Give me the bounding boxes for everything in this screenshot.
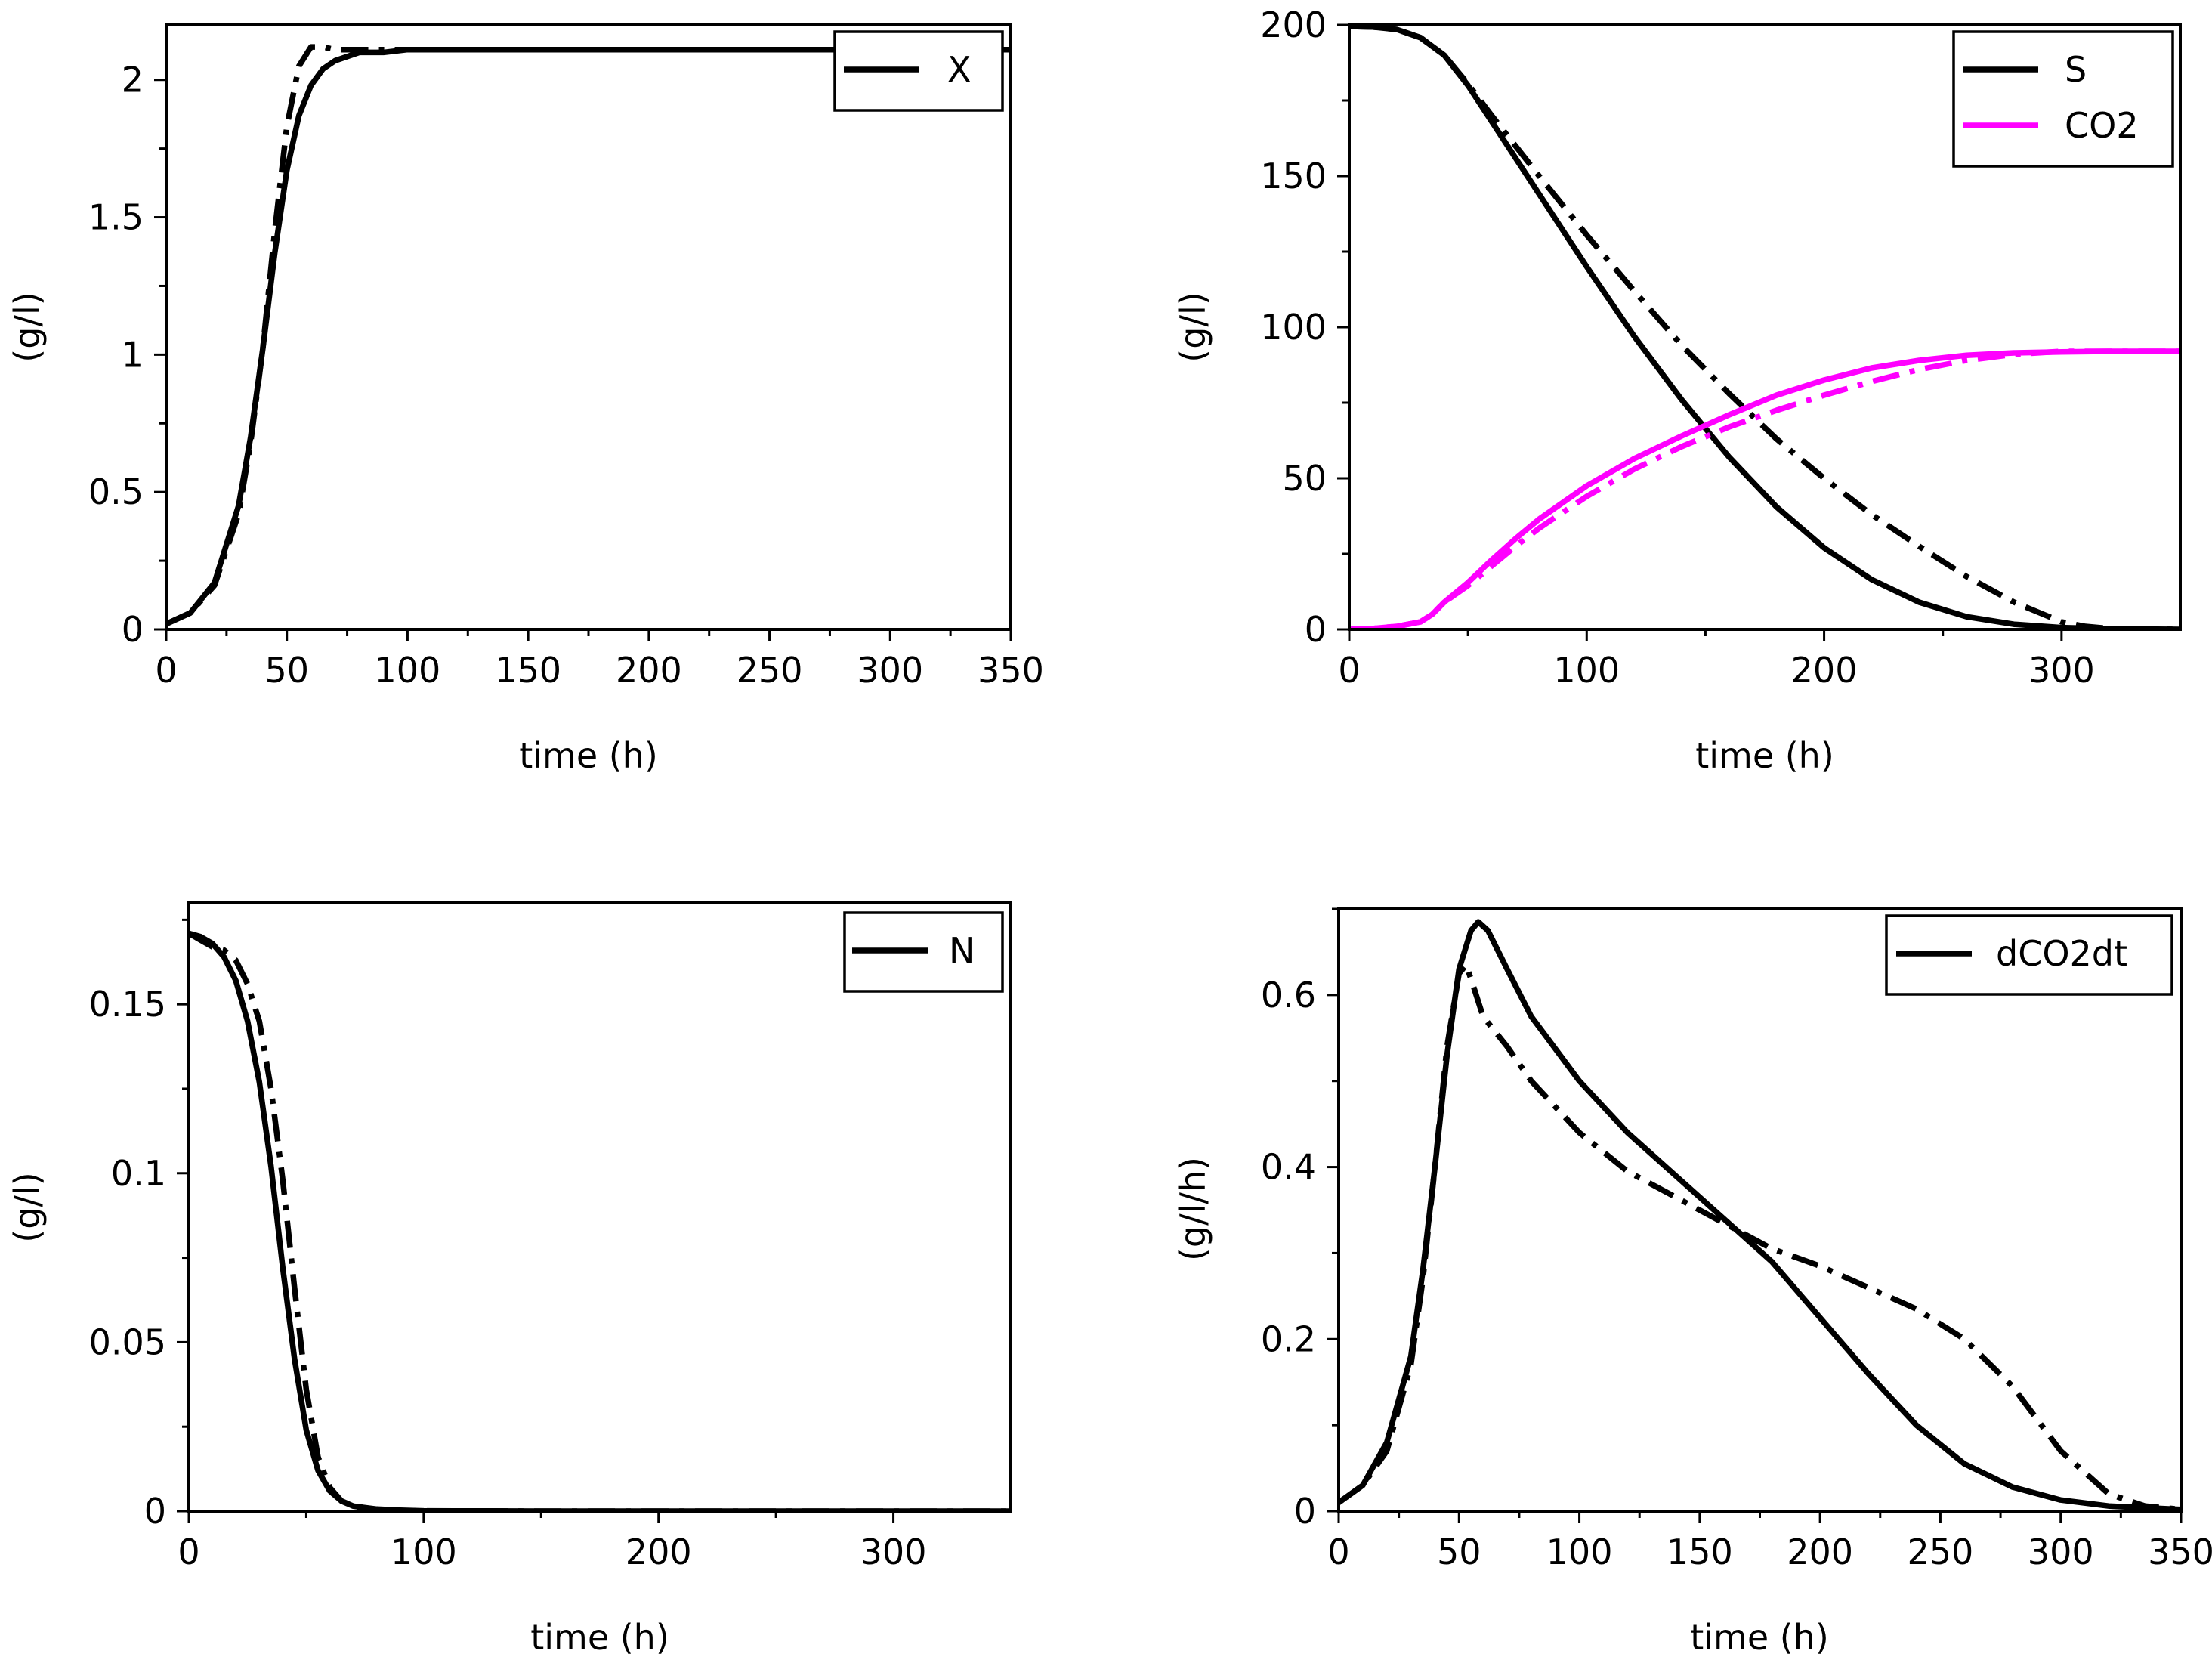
x-tick-label: 250: [1908, 1532, 1974, 1572]
y-tick-label: 0.05: [89, 1322, 166, 1362]
y-tick-label: 0.4: [1261, 1147, 1316, 1188]
legend: S CO2: [1952, 30, 2174, 168]
series-line-x: [166, 46, 1011, 627]
x-tick-label: 200: [1791, 650, 1858, 691]
y-axis-label: (g/l): [7, 292, 48, 362]
series-line-dco2dt: [1339, 919, 2181, 1511]
plot-frame: [1337, 907, 2183, 1513]
x-axis-label: time (h): [1690, 1617, 1829, 1658]
x-axis-label: time (h): [519, 735, 658, 776]
y-tick-label: 0.1: [111, 1153, 166, 1194]
x-tick-label: 50: [1437, 1532, 1481, 1572]
y-tick-label: 0: [1305, 609, 1327, 650]
x-tick-label: 100: [1546, 1532, 1613, 1572]
y-tick-label: 200: [1260, 5, 1327, 45]
series-line-n-alt: [189, 931, 1011, 1511]
y-tick-label: 0.6: [1261, 975, 1316, 1015]
x-tick-label: 350: [978, 650, 1044, 691]
x-tick-label: 100: [375, 650, 441, 691]
x-tick-label: 300: [2028, 1532, 2094, 1572]
x-tick-label: 0: [155, 650, 177, 691]
legend-box: [1952, 30, 2174, 168]
x-tick-label: 0: [1338, 650, 1360, 691]
chart-panel-co2-rate: 0 50 100 150 200 250 300 350 0 0.2 0.4 0.6 time (h)…: [1172, 907, 2212, 1658]
y-tick-label: 0.15: [89, 984, 166, 1025]
x-tick-label: 200: [616, 650, 682, 691]
series-line-s-alt: [1349, 25, 2180, 629]
chart-panel-nitrogen: 0 100 200 300 0 0.05 0.1 0.15 time (h) (g/l) N: [7, 901, 1012, 1658]
legend-label-x: X: [947, 49, 972, 90]
y-tick-label: 0.5: [88, 471, 144, 512]
y-tick-label: 0: [1294, 1491, 1316, 1532]
y-tick-label: 100: [1260, 307, 1327, 348]
x-tick-label: 150: [1667, 1532, 1733, 1572]
legend: dCO2dt: [1885, 914, 2173, 996]
legend-label-dco2dt: dCO2dt: [1996, 933, 2127, 974]
x-tick-label: 100: [1553, 650, 1620, 691]
y-tick-label: 0: [122, 609, 144, 650]
series-line-n: [189, 930, 1011, 1511]
x-tick-label: 100: [391, 1532, 457, 1572]
y-tick-label: 0: [144, 1491, 166, 1532]
y-axis-label: (g/l): [7, 1172, 48, 1242]
x-tick-label: 250: [737, 650, 803, 691]
x-tick-label: 200: [1787, 1532, 1853, 1572]
x-tick-label: 0: [178, 1532, 199, 1572]
x-tick-label: 350: [2148, 1532, 2212, 1572]
y-tick-label: 2: [122, 60, 144, 100]
x-axis-label: time (h): [1695, 735, 1834, 776]
x-tick-label: 300: [857, 650, 923, 691]
legend-label-s: S: [2065, 49, 2087, 90]
y-tick-label: 0.2: [1261, 1318, 1316, 1359]
plot-frame: [165, 23, 1012, 631]
series-line-co2: [1349, 348, 2180, 629]
series-line-dco2dt-alt: [1339, 962, 2181, 1511]
series-line-s: [1349, 25, 2180, 629]
y-tick-label: 1: [122, 334, 144, 375]
plot-frame: [187, 901, 1012, 1513]
x-tick-label: 200: [626, 1532, 692, 1572]
y-tick-label: 1.5: [88, 197, 144, 238]
x-tick-label: 0: [1327, 1532, 1349, 1572]
legend-label-n: N: [949, 930, 975, 971]
x-tick-label: 300: [860, 1532, 927, 1572]
legend-label-co2: CO2: [2065, 105, 2139, 146]
y-tick-label: 50: [1282, 458, 1327, 499]
y-tick-label: 150: [1260, 156, 1327, 196]
legend: N: [843, 911, 1004, 993]
legend: X: [833, 30, 1004, 112]
series-line-co2-alt: [1349, 348, 2180, 629]
x-tick-label: 150: [495, 650, 561, 691]
x-tick-label: 50: [264, 650, 309, 691]
y-axis-label: (g/l/h): [1172, 1157, 1213, 1261]
series-line-x-alt: [166, 44, 1011, 627]
chart-panel-substrate-co2: 0 100 200 300 0 50 100 150 200 time (h) (g/l) S …: [1172, 5, 2182, 776]
y-axis-label: (g/l): [1172, 292, 1213, 362]
x-axis-label: time (h): [530, 1617, 669, 1658]
x-tick-label: 300: [2028, 650, 2095, 691]
